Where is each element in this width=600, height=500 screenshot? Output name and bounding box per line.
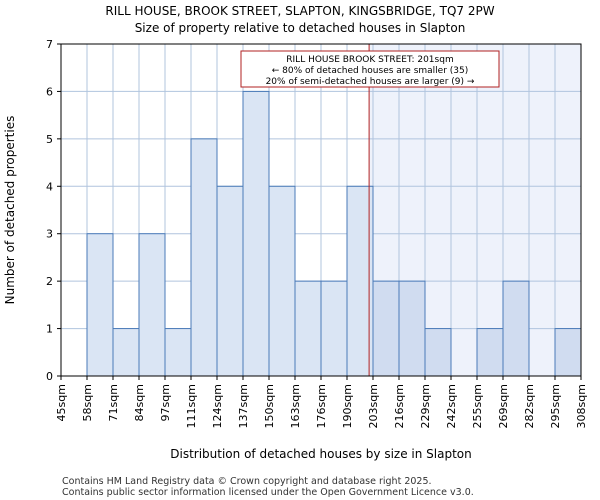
- x-tick-label: 176sqm: [315, 384, 328, 428]
- histogram-bar: [424, 328, 452, 377]
- x-tick-label: 269sqm: [497, 384, 510, 428]
- x-tick-label: 295sqm: [549, 384, 562, 428]
- x-tick-label: 255sqm: [471, 384, 484, 428]
- x-tick-label: 163sqm: [289, 384, 302, 428]
- annotation-line-1: RILL HOUSE BROOK STREET: 201sqm: [286, 55, 453, 65]
- histogram-bar: [398, 280, 426, 377]
- histogram-bar: [112, 328, 140, 377]
- chart-subtitle: Size of property relative to detached ho…: [135, 21, 466, 35]
- x-tick-label: 71sqm: [107, 384, 120, 421]
- annotation-box: [240, 50, 500, 88]
- histogram-bar: [216, 185, 244, 377]
- x-tick-label: 229sqm: [419, 384, 432, 428]
- chart-title: RILL HOUSE, BROOK STREET, SLAPTON, KINGS…: [105, 4, 494, 18]
- y-tick-label: 5: [46, 133, 53, 146]
- y-tick-label: 0: [46, 370, 53, 383]
- x-axis-label: Distribution of detached houses by size …: [170, 447, 471, 461]
- x-tick-label: 282sqm: [523, 384, 536, 428]
- annotation-line-2: ← 80% of detached houses are smaller (35…: [272, 66, 469, 76]
- y-tick-label: 3: [46, 228, 53, 241]
- x-tick-label: 308sqm: [575, 384, 588, 428]
- y-tick-label: 4: [46, 180, 53, 193]
- histogram-bar: [320, 280, 348, 377]
- histogram-bar: [294, 280, 322, 377]
- histogram-bar: [268, 185, 296, 377]
- histogram-bar: [502, 280, 530, 377]
- y-tick-label: 2: [46, 275, 53, 288]
- x-tick-label: 242sqm: [445, 384, 458, 428]
- x-tick-label: 58sqm: [81, 384, 94, 421]
- y-tick-label: 1: [46, 323, 53, 336]
- histogram-bar: [138, 233, 166, 377]
- y-tick-label: 7: [46, 38, 53, 51]
- histogram-bar: [242, 90, 270, 377]
- x-tick-label: 150sqm: [263, 384, 276, 428]
- histogram-bar: [164, 328, 192, 377]
- footer-line-2: Contains public sector information licen…: [62, 487, 474, 498]
- annotation-line-3: 20% of semi-detached houses are larger (…: [266, 77, 475, 87]
- x-tick-label: 84sqm: [133, 384, 146, 421]
- y-axis-label: Number of detached properties: [3, 116, 17, 305]
- y-tick-label: 6: [46, 85, 53, 98]
- x-tick-label: 190sqm: [341, 384, 354, 428]
- x-tick-label: 124sqm: [211, 384, 224, 428]
- x-tick-label: 137sqm: [237, 384, 250, 428]
- histogram-bar: [372, 280, 400, 377]
- x-tick-label: 45sqm: [55, 384, 68, 421]
- footer-line-1: Contains HM Land Registry data © Crown c…: [62, 476, 432, 487]
- x-tick-label: 97sqm: [159, 384, 172, 421]
- histogram-bar: [476, 328, 504, 377]
- histogram-bar: [86, 233, 114, 377]
- x-tick-label: 216sqm: [393, 384, 406, 428]
- x-tick-label: 111sqm: [185, 384, 198, 428]
- histogram-bar: [554, 328, 582, 377]
- plot-area: 0 1 2 3 4 5 6 7 45sqm 58sqm 71sqm 84sqm 97sqm 111sqm 1…: [46, 38, 588, 428]
- x-tick-label: 203sqm: [367, 384, 380, 428]
- histogram-bar: [190, 138, 218, 377]
